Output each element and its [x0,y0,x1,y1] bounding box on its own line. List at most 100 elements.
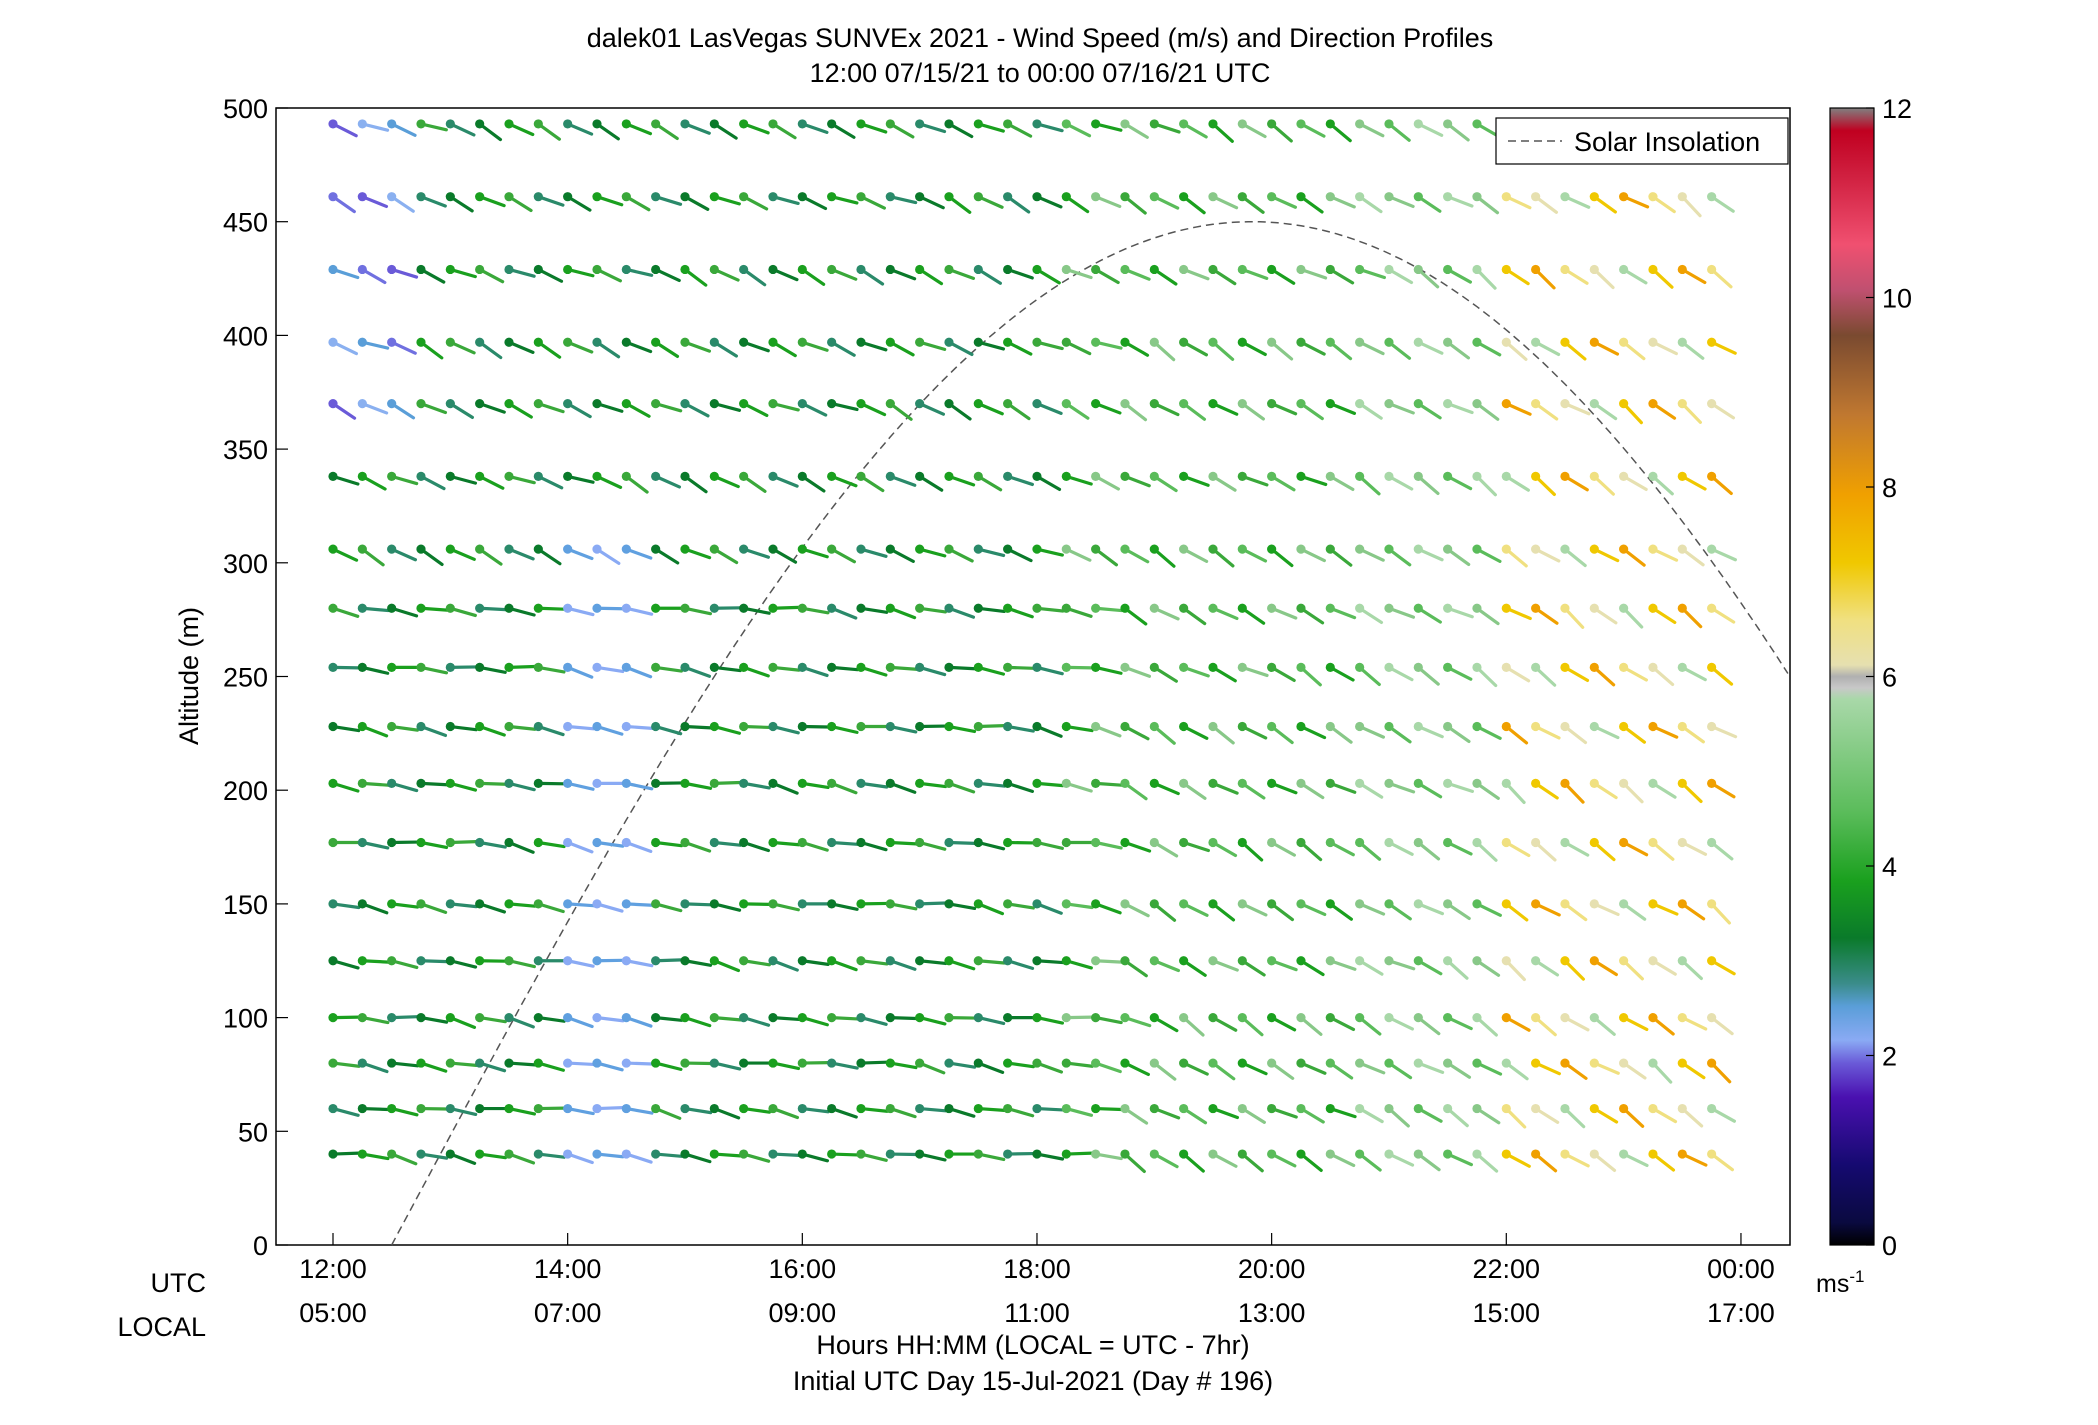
wind-barb-dot [475,778,485,788]
wind-barb-dot [1032,603,1042,613]
wind-barb-dot [1120,778,1130,788]
wind-barb-dot [1384,337,1394,347]
wind-barb-dot [973,264,983,275]
wind-barb-dot [475,956,485,966]
wind-barb-dot [1267,264,1277,275]
colorbar-tick-label: 8 [1882,473,1897,503]
colorbar-tick-label: 10 [1882,284,1912,314]
wind-barb-dot [680,544,690,554]
wind-barb-dot [504,1013,514,1023]
wind-barb-dot [739,956,749,966]
wind-barb-dot [1677,662,1687,673]
wind-barb-dot [1091,837,1101,848]
wind-barb-dot [1032,1058,1042,1068]
wind-barb-dot [1003,119,1013,129]
wind-barb-dot [1003,899,1013,909]
wind-barb-dot [1179,264,1189,275]
wind-barb-dot [357,1149,367,1159]
wind-barb-dot [1149,1103,1159,1114]
wind-barb-dot [1267,544,1277,554]
wind-barb-dot [416,471,426,481]
wind-barb-dot [1589,956,1599,966]
wind-barb-dot [1501,778,1511,788]
wind-barb-dot [504,399,514,409]
wind-barb-dot [1501,192,1511,202]
wind-barb-dot [680,721,690,732]
wind-barb-dot [1032,899,1042,909]
wind-barb-dot [885,1058,895,1068]
wind-barb-dot [1237,603,1247,613]
wind-barb-dot [1531,399,1541,409]
wind-barb-dot [680,778,690,788]
wind-barb-dot [387,662,397,673]
x-tick-label-local: 07:00 [534,1298,602,1328]
wind-barb-dot [1355,1058,1365,1068]
wind-barb-dot [387,778,397,788]
wind-barb-dot [651,264,661,275]
wind-barb-dot [768,899,778,909]
wind-barb-dot [709,1013,719,1023]
x-axis-label: Hours HH:MM (LOCAL = UTC - 7hr) [816,1330,1249,1360]
wind-barb-dot [1179,1058,1189,1068]
wind-barb-dot [680,956,690,966]
y-tick-label: 450 [223,208,268,238]
wind-barb-dot [1061,778,1071,788]
wind-barb-dot [944,337,954,347]
chart-title: dalek01 LasVegas SUNVEx 2021 - Wind Spee… [587,23,1493,53]
wind-barb-dot [1091,899,1101,909]
x-tick-label-utc: 16:00 [769,1254,837,1284]
wind-barb-dot [1531,837,1541,848]
wind-barb-dot [885,471,895,481]
wind-barb-dot [1179,662,1189,673]
wind-barb-dot [328,1149,338,1159]
wind-barb-dot [1208,264,1218,275]
wind-barb-dot [1648,399,1658,409]
wind-barb-dot [1355,337,1365,347]
wind-barb-dot [915,544,925,554]
wind-barb-dot [1443,1103,1453,1114]
wind-barb-dot [1061,1058,1071,1068]
wind-barb-dot [475,544,485,554]
wind-barb-dot [328,778,338,788]
wind-barb-dot [563,956,573,966]
wind-barb-dot [1384,544,1394,554]
wind-barb-dot [1384,721,1394,732]
wind-barb-dot [709,721,719,732]
wind-barb-dot [1208,778,1218,788]
wind-barb-dot [1296,544,1306,554]
wind-barb-dot [533,721,543,732]
wind-barb-dot [475,1103,485,1114]
wind-barb-dot [387,192,397,202]
wind-barb-dot [1531,1058,1541,1068]
wind-barb-dot [1061,192,1071,202]
wind-barb-dot [1237,837,1247,848]
wind-barb-dot [592,662,602,673]
wind-barb-dot [592,1149,602,1159]
wind-barb-dot [1149,837,1159,848]
wind-barb-dot [387,899,397,909]
wind-barb-dot [1149,899,1159,909]
wind-barb-dot [504,264,514,275]
wind-barb-dot [827,1058,837,1068]
wind-barb-dot [1677,337,1687,347]
wind-barb-dot [387,1013,397,1023]
wind-barb-dot [1501,337,1511,347]
wind-barb-dot [827,1149,837,1159]
wind-barb-dot [797,192,807,202]
y-tick-label: 200 [223,776,268,806]
wind-barb-dot [768,399,778,409]
wind-barb-dot [827,603,837,613]
wind-barb-dot [768,1013,778,1023]
wind-barb-dot [1707,603,1717,613]
x-row-label-utc: UTC [151,1268,207,1298]
wind-barb-dot [944,1013,954,1023]
wind-barb-dot [621,778,631,788]
wind-barb-dot [1472,1149,1482,1159]
wind-barb-dot [357,899,367,909]
wind-barb-dot [1501,1149,1511,1159]
wind-barb-dot [1296,337,1306,347]
wind-barb-dot [973,837,983,848]
wind-barb-dot [709,956,719,966]
wind-barb-dot [885,837,895,848]
wind-barb-dot [563,1149,573,1159]
